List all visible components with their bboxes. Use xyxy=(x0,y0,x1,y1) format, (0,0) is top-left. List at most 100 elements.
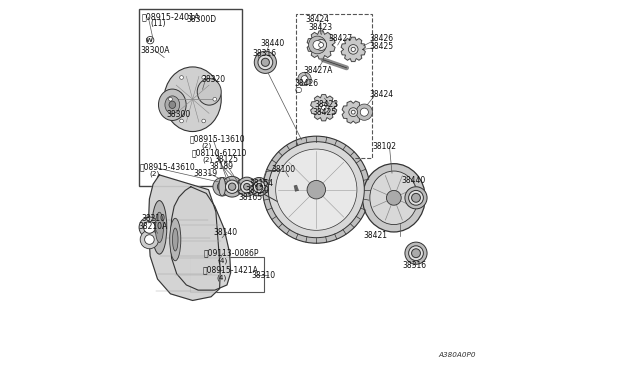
Circle shape xyxy=(218,182,227,192)
Text: 38316: 38316 xyxy=(252,49,276,58)
Ellipse shape xyxy=(169,101,175,109)
Text: (4): (4) xyxy=(216,274,226,281)
Ellipse shape xyxy=(159,89,186,121)
Text: (2): (2) xyxy=(149,171,159,177)
Bar xyxy=(139,9,243,186)
Polygon shape xyxy=(342,101,364,123)
Text: Ⓦ08915-13610: Ⓦ08915-13610 xyxy=(190,134,246,143)
Circle shape xyxy=(308,36,326,54)
Circle shape xyxy=(139,217,160,238)
Circle shape xyxy=(222,176,243,197)
Circle shape xyxy=(140,230,159,249)
Circle shape xyxy=(348,45,358,54)
Ellipse shape xyxy=(362,164,425,232)
Text: 38165: 38165 xyxy=(239,193,263,202)
Circle shape xyxy=(405,242,427,264)
Ellipse shape xyxy=(219,177,225,196)
Text: (2): (2) xyxy=(203,156,213,163)
Circle shape xyxy=(202,119,205,123)
Circle shape xyxy=(301,76,308,82)
Text: 38425: 38425 xyxy=(370,42,394,51)
Text: 38426: 38426 xyxy=(370,34,394,43)
Polygon shape xyxy=(148,175,220,301)
Circle shape xyxy=(351,47,355,51)
Text: Ⓦ08915-2401A: Ⓦ08915-2401A xyxy=(141,12,200,21)
Text: 38300A: 38300A xyxy=(140,46,170,55)
Text: 38120: 38120 xyxy=(245,186,269,195)
Text: 38426: 38426 xyxy=(294,79,318,88)
Text: 38140: 38140 xyxy=(213,228,237,237)
Circle shape xyxy=(356,104,372,120)
Circle shape xyxy=(145,235,154,244)
Text: 38423: 38423 xyxy=(315,100,339,109)
Circle shape xyxy=(408,190,424,205)
Text: 38424: 38424 xyxy=(305,15,330,24)
Ellipse shape xyxy=(152,201,167,254)
Text: Ⓦ08915-1421A: Ⓦ08915-1421A xyxy=(203,266,259,275)
Text: 38189: 38189 xyxy=(209,162,233,171)
Circle shape xyxy=(412,193,420,202)
Circle shape xyxy=(241,180,253,193)
Circle shape xyxy=(258,55,273,70)
Circle shape xyxy=(387,190,401,205)
Circle shape xyxy=(180,119,184,123)
Ellipse shape xyxy=(164,67,221,132)
Text: 38427: 38427 xyxy=(328,34,352,43)
Circle shape xyxy=(307,180,326,199)
Circle shape xyxy=(253,181,265,193)
Circle shape xyxy=(276,149,357,230)
Circle shape xyxy=(237,177,257,196)
Circle shape xyxy=(147,36,154,44)
Ellipse shape xyxy=(165,96,180,113)
Text: 38154: 38154 xyxy=(250,179,274,187)
Circle shape xyxy=(256,183,262,190)
Circle shape xyxy=(213,97,216,101)
Text: Ⓑ08110-61210: Ⓑ08110-61210 xyxy=(191,148,247,157)
Ellipse shape xyxy=(237,180,242,194)
Circle shape xyxy=(225,180,239,193)
Circle shape xyxy=(268,142,364,238)
Circle shape xyxy=(316,39,326,51)
Circle shape xyxy=(298,72,311,86)
Text: ○: ○ xyxy=(295,85,302,94)
Circle shape xyxy=(180,76,184,79)
Circle shape xyxy=(319,103,329,113)
Text: 38423: 38423 xyxy=(308,23,332,32)
Circle shape xyxy=(202,76,205,79)
Text: 38310: 38310 xyxy=(252,271,276,280)
Text: 38425: 38425 xyxy=(312,108,337,117)
Text: 38320: 38320 xyxy=(202,75,226,84)
Circle shape xyxy=(228,183,236,190)
Polygon shape xyxy=(310,94,337,121)
Ellipse shape xyxy=(197,78,221,105)
Bar xyxy=(296,14,372,158)
Circle shape xyxy=(244,183,250,190)
Text: A380A0P0: A380A0P0 xyxy=(438,352,476,358)
Text: W: W xyxy=(146,38,153,43)
Circle shape xyxy=(254,51,276,73)
Text: 38100: 38100 xyxy=(271,165,296,174)
Polygon shape xyxy=(264,169,296,204)
Circle shape xyxy=(351,110,355,114)
Text: 38427A: 38427A xyxy=(303,66,333,75)
Text: 38210: 38210 xyxy=(141,214,165,223)
Circle shape xyxy=(313,41,322,49)
Polygon shape xyxy=(218,183,296,190)
Text: Ⓑ09113-0086P: Ⓑ09113-0086P xyxy=(204,249,259,258)
Circle shape xyxy=(408,246,424,260)
Ellipse shape xyxy=(170,218,181,261)
Circle shape xyxy=(412,249,420,258)
Text: (2): (2) xyxy=(202,143,212,150)
Circle shape xyxy=(263,136,370,243)
Text: 38102: 38102 xyxy=(372,142,396,151)
Ellipse shape xyxy=(251,181,255,193)
Text: 38300: 38300 xyxy=(167,109,191,119)
Circle shape xyxy=(319,42,324,47)
Ellipse shape xyxy=(239,183,241,191)
Circle shape xyxy=(349,108,358,116)
Text: 38421: 38421 xyxy=(364,231,388,240)
Text: 38440: 38440 xyxy=(260,39,284,48)
Text: 38125: 38125 xyxy=(215,155,239,164)
Text: 38316: 38316 xyxy=(402,261,426,270)
Circle shape xyxy=(405,187,427,209)
